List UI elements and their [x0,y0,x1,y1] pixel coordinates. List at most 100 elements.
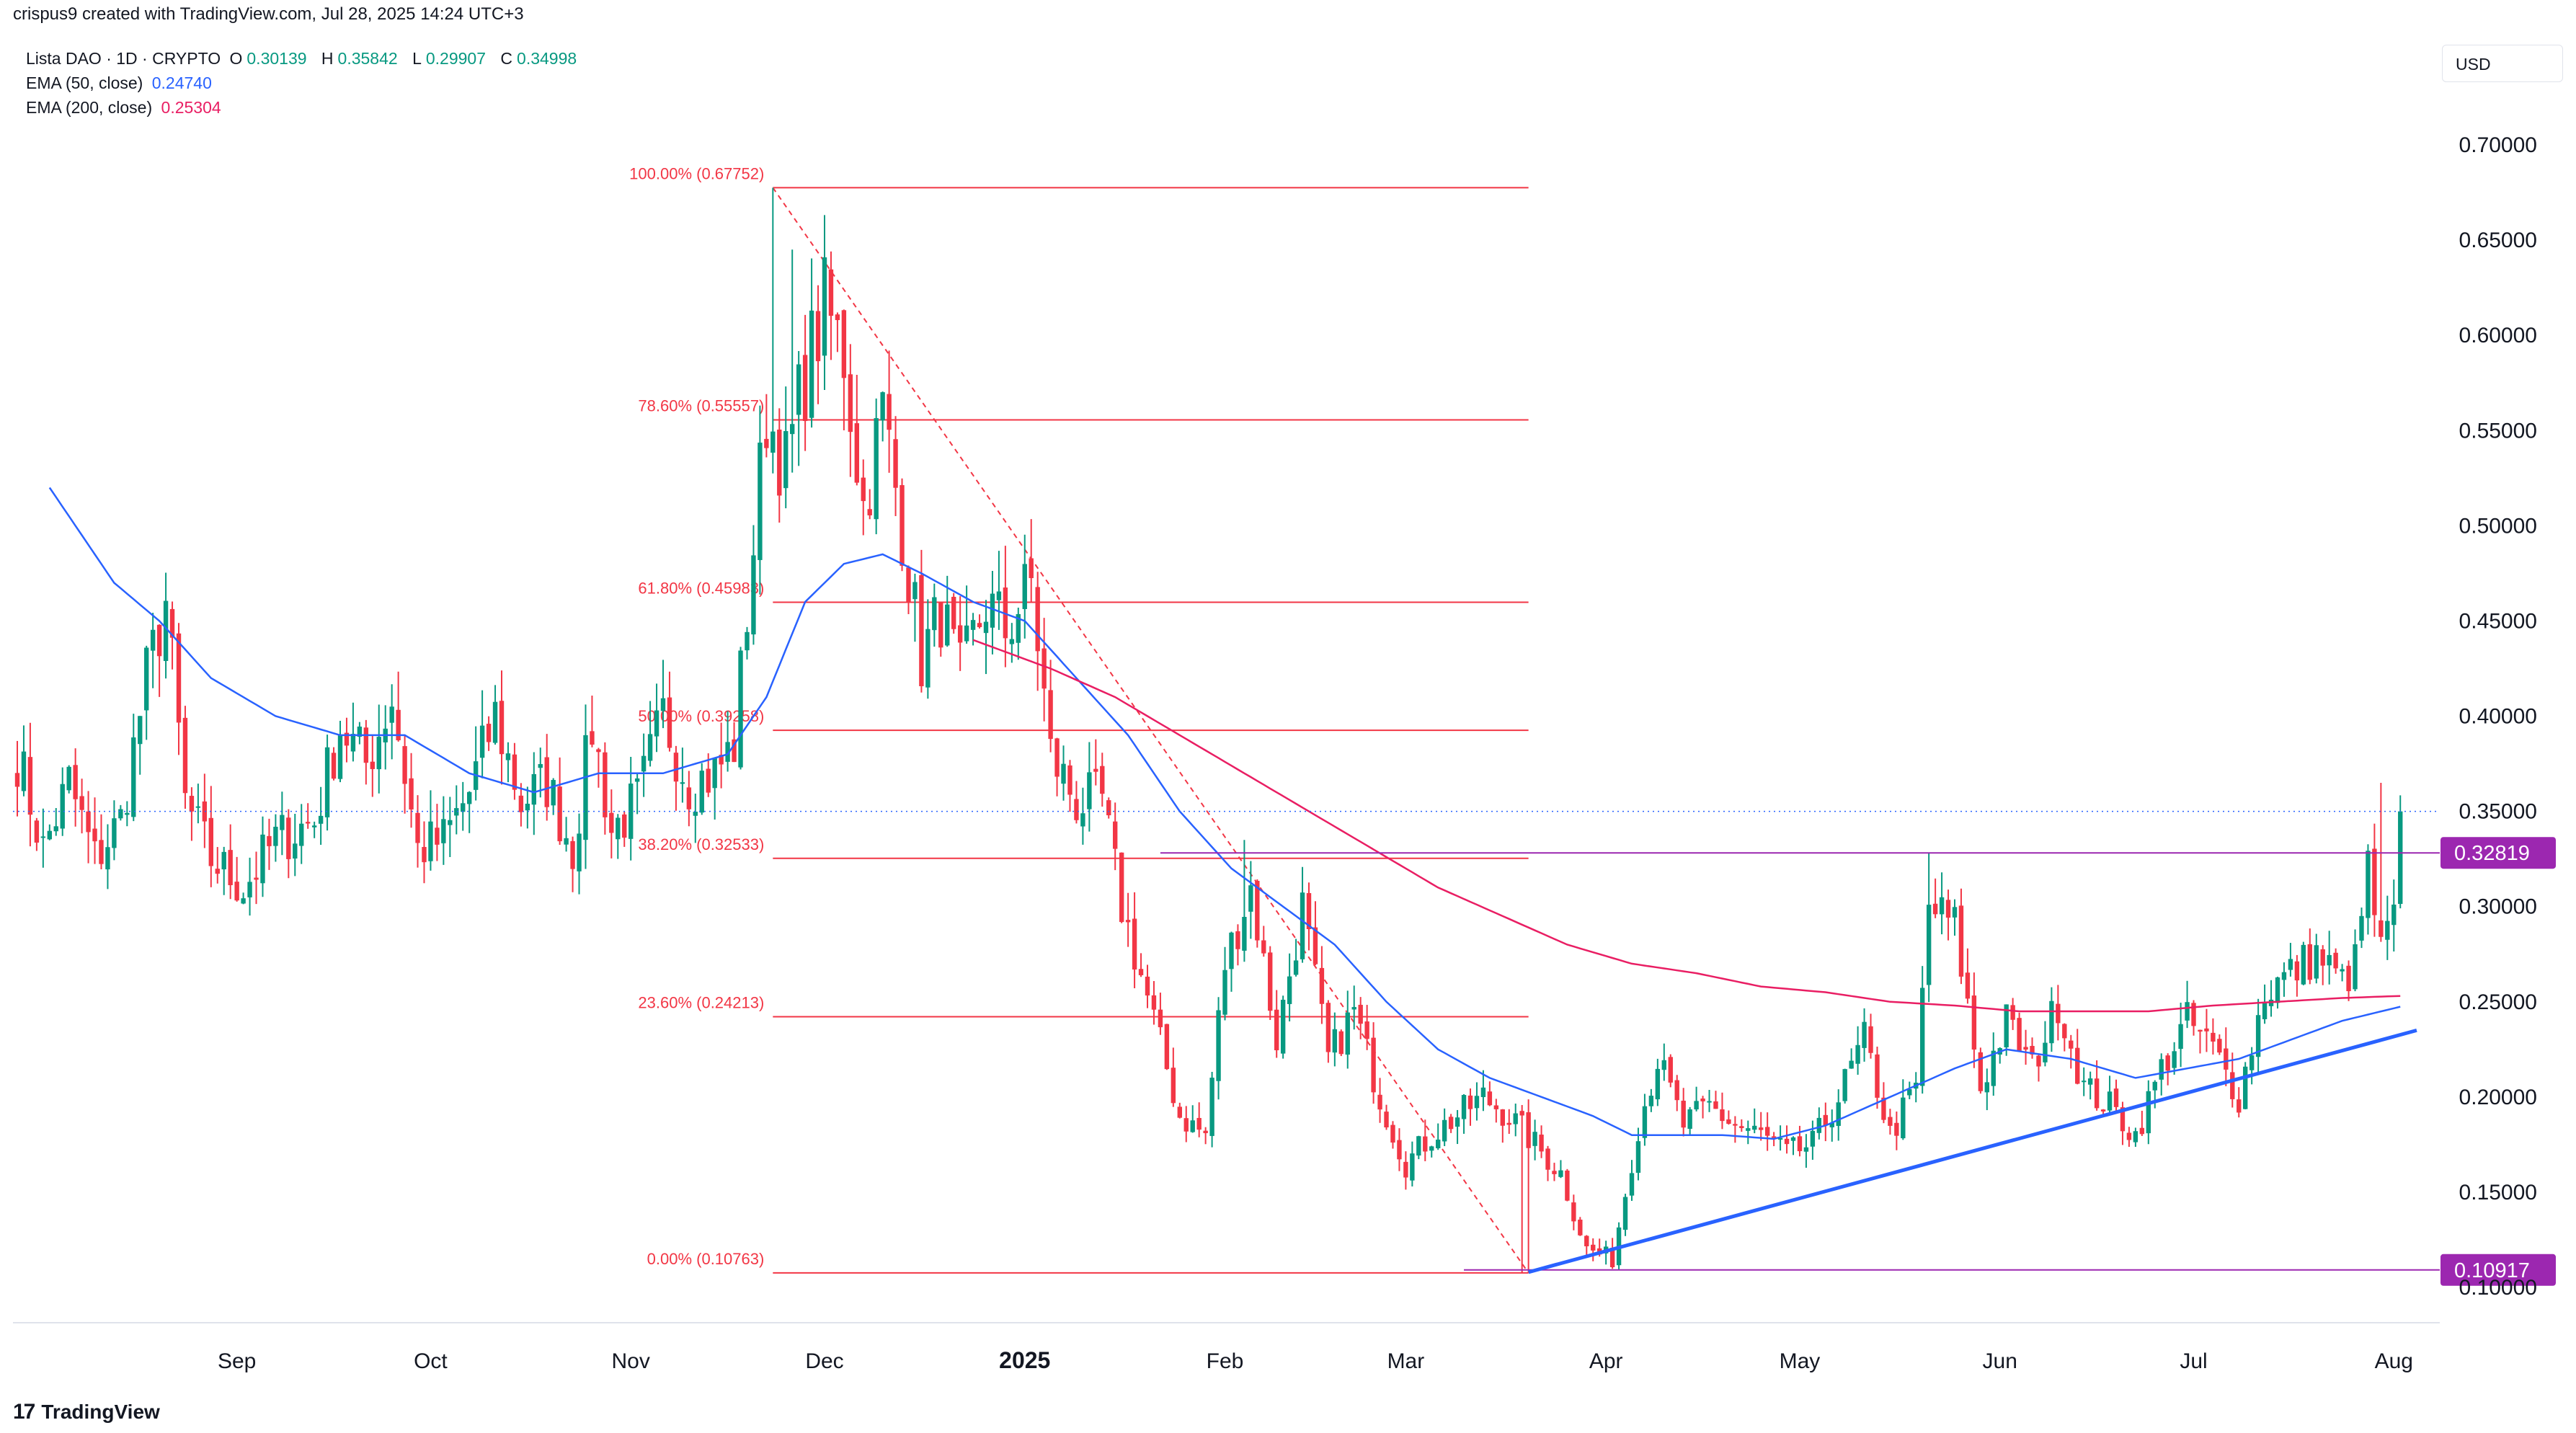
candle-body-up [660,698,666,711]
symbol-name[interactable]: Lista DAO · 1D · CRYPTO [26,49,221,68]
candle-body-down [1888,1117,1893,1126]
candle-body-up [318,815,324,824]
candles [14,187,2403,1273]
candle-body-up [2262,1003,2268,1019]
candle-body-up [712,758,717,789]
candle-body-down [1067,765,1072,795]
candle-body-up [389,706,394,723]
candle-body-up [1855,1044,1860,1064]
ema200-row[interactable]: EMA (200, close) 0.25304 [26,95,587,120]
fibonacci-retracement[interactable]: 100.00% (0.67752) 78.60% (0.55557) 61.80% … [629,164,1529,1274]
candle-body-up [131,737,136,817]
candle-body-up [2288,959,2293,970]
candle-body-down [1261,940,1266,954]
candle-body-up [221,851,226,870]
candle-body-up [1629,1173,1635,1196]
candle-body-down [1177,1106,1182,1118]
candle-body-up [758,443,763,560]
candle-body-up [880,392,885,421]
fib-trend-diagonal[interactable] [772,187,1529,1274]
candle-body-down [1054,738,1060,777]
ema50-line [48,487,2401,1140]
candle-body-down [363,727,369,763]
candle-body-down [267,835,272,846]
candle-body-up [564,838,569,845]
candle-body-down [977,623,982,628]
candle-body-up [144,647,149,711]
candle-body-down [2333,952,2338,969]
candle-body-down [900,485,905,566]
candle-body-down [1584,1235,1589,1246]
currency-selector[interactable]: USD [2442,45,2563,82]
candle-body-down [1364,1021,1369,1039]
candle-body-down [1113,821,1118,849]
tradingview-footer[interactable]: 17 TradingView [13,1400,160,1424]
candle-body-down [2075,1047,2080,1084]
candle-body-up [925,629,931,688]
candle-body-down [435,828,440,845]
candle-body-up [2255,1015,2261,1057]
candle-body-up [629,784,634,839]
candle-body-down [1448,1117,1454,1130]
chart-attribution: crispus9 created with TradingView.com, J… [13,4,524,24]
fib-level-label: 100.00% (0.67752) [629,164,764,182]
candle-body-down [34,820,40,843]
candle-body-down [1609,1248,1615,1267]
candle-body-down [887,394,892,430]
candle-body-down [1235,931,1240,949]
ema50-row[interactable]: EMA (50, close) 0.24740 [26,71,587,95]
candle-body-up [273,826,278,846]
time-axis[interactable]: Sep Oct Nov Dec 2025 Feb Mar Apr May Jun Jul Aug [218,1347,2413,1373]
candle-body-up [1777,1137,1783,1140]
candle-body-up [538,764,543,768]
candle-body-up [1810,1130,1816,1147]
candle-body-down [764,438,769,448]
ascending-trendline[interactable] [1527,1028,2417,1274]
candle-body-up [47,830,52,840]
candle-body-down [596,749,601,753]
candle-body-down [1158,1009,1163,1028]
candle-body-down [344,732,350,746]
candle-body-down [286,817,291,859]
candle-body-down [2237,1099,2242,1113]
symbol-row[interactable]: Lista DAO · 1D · CRYPTO O 0.30139 H 0.3584… [26,46,587,71]
candle-body-up [970,620,976,630]
ema50-label: EMA (50, close) [26,74,143,92]
candle-body-down [2036,1055,2041,1067]
candle-body-down [919,574,924,686]
candle-body-down [1338,1031,1343,1055]
candle-body-down [99,840,104,864]
candle-body-down [1196,1117,1202,1130]
candle-body-up [2281,972,2287,980]
drawings[interactable] [13,810,2440,1274]
candle-body-down [1668,1057,1673,1083]
candle-body-up [40,836,46,838]
candle-body-down [1029,558,1034,579]
candle-body-down [73,765,78,799]
time-axis-tick: Jun [1983,1349,2017,1373]
price-axis-tick: 0.55000 [2459,419,2537,443]
candle-body-up [2082,1081,2087,1083]
candle-body-down [867,509,872,515]
candle-body-down [331,753,337,779]
candle-body-down [2204,1028,2209,1032]
candle-body-up [2152,1081,2157,1091]
ohlc-low-value: 0.29907 [425,49,487,68]
candle-body-down [2113,1088,2119,1107]
candle-body-down [1500,1109,1505,1126]
candle-body-down [1591,1244,1596,1251]
price-level-badge[interactable] [2440,837,2556,869]
candle-body-up [1901,1097,1906,1139]
candle-body-down [486,724,492,742]
candle-body-up [2107,1091,2113,1111]
candle-body-down [777,429,782,496]
candle-body-up [1242,917,1247,951]
candle-body-down [622,814,627,838]
candle-body-up [428,821,433,861]
candle-body-up [1991,1050,1996,1086]
candle-body-up [118,809,123,819]
candle-body-down [86,811,91,833]
price-level-badge[interactable] [2440,1254,2556,1286]
